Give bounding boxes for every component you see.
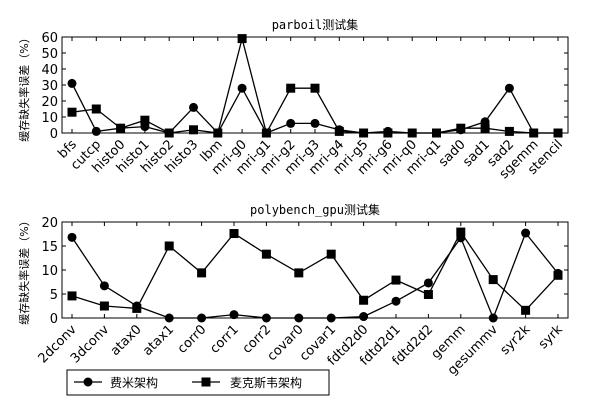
data-point-circle <box>229 310 239 320</box>
y-tick-label: 20 <box>41 216 58 231</box>
data-point-square <box>310 83 320 93</box>
data-point-circle <box>286 118 296 128</box>
data-point-square <box>383 128 393 138</box>
data-point-square <box>504 126 514 136</box>
data-point-square <box>334 126 344 136</box>
y-axis-label: 缓存缺失率误差（%） <box>17 215 31 324</box>
data-point-square <box>407 128 417 138</box>
data-point-square <box>391 275 401 285</box>
data-point-square <box>164 128 174 138</box>
y-tick-label: 20 <box>41 95 58 110</box>
data-point-square <box>286 83 296 93</box>
data-point-square <box>213 128 223 138</box>
data-point-square <box>359 128 369 138</box>
data-point-square <box>132 303 142 313</box>
data-point-circle <box>189 102 198 112</box>
data-point-square <box>423 289 433 299</box>
data-point-square <box>294 268 304 278</box>
data-point-circle <box>359 312 369 322</box>
legend-circle-marker <box>83 377 93 387</box>
y-tick-label: 15 <box>41 240 58 255</box>
data-point-circle <box>99 281 109 291</box>
data-point-square <box>164 241 174 251</box>
data-point-circle <box>310 118 320 128</box>
data-point-square <box>99 301 109 311</box>
y-tick-label: 60 <box>41 31 58 46</box>
data-point-square <box>359 295 369 305</box>
chart-title: polybench_gpu测试集 <box>250 202 380 217</box>
data-point-square <box>189 125 198 135</box>
data-point-square <box>67 291 77 301</box>
y-axis-label: 缓存缺失率误差（%） <box>17 32 31 141</box>
data-point-square <box>91 104 101 114</box>
data-point-square <box>197 268 207 278</box>
data-point-square <box>529 128 539 138</box>
data-point-circle <box>423 278 433 288</box>
data-point-square <box>553 128 563 138</box>
y-tick-label: 40 <box>41 63 58 78</box>
data-point-circle <box>504 83 514 93</box>
data-point-circle <box>391 296 401 306</box>
y-tick-label: 0 <box>50 312 58 327</box>
data-point-circle <box>197 313 207 323</box>
data-point-square <box>116 123 126 133</box>
data-point-circle <box>67 232 77 242</box>
legend: 费米架构 麦克斯韦架构 <box>66 369 330 396</box>
data-point-square <box>229 229 239 239</box>
y-tick-label: 10 <box>41 111 58 126</box>
legend-label: 麦克斯韦架构 <box>230 375 302 390</box>
data-point-circle <box>237 83 247 93</box>
data-point-circle <box>91 126 101 136</box>
y-tick-label: 10 <box>41 264 58 279</box>
data-point-square <box>140 115 150 125</box>
data-point-square <box>456 227 466 237</box>
data-point-square <box>456 123 466 133</box>
data-point-circle <box>294 313 304 323</box>
data-point-square <box>553 270 563 280</box>
y-tick-label: 5 <box>50 288 58 303</box>
data-point-circle <box>488 313 498 323</box>
data-point-square <box>488 275 498 285</box>
chart-title: parboil测试集 <box>272 17 359 32</box>
y-tick-label: 30 <box>41 79 58 94</box>
data-point-square <box>326 249 336 259</box>
legend-box <box>66 369 330 396</box>
data-point-circle <box>261 313 271 323</box>
data-point-square <box>432 128 441 138</box>
data-point-square <box>261 128 271 138</box>
y-tick-label: 0 <box>50 127 58 142</box>
data-point-circle <box>521 228 531 238</box>
data-point-square <box>67 107 77 117</box>
data-point-square <box>480 123 490 133</box>
legend-label: 费米架构 <box>110 375 158 390</box>
data-point-square <box>237 34 247 44</box>
data-point-circle <box>326 313 336 323</box>
legend-item-maxwell: 麦克斯韦架构 <box>192 375 302 390</box>
data-point-circle <box>164 313 174 323</box>
legend-square-marker <box>201 377 211 387</box>
data-point-square <box>521 305 531 315</box>
legend-item-fermi: 费米架构 <box>74 375 158 390</box>
series-line-fermi <box>71 231 559 320</box>
data-point-circle <box>67 78 77 88</box>
series-line-maxwell <box>71 230 559 312</box>
y-tick-label: 50 <box>41 47 58 62</box>
data-point-square <box>261 249 271 259</box>
